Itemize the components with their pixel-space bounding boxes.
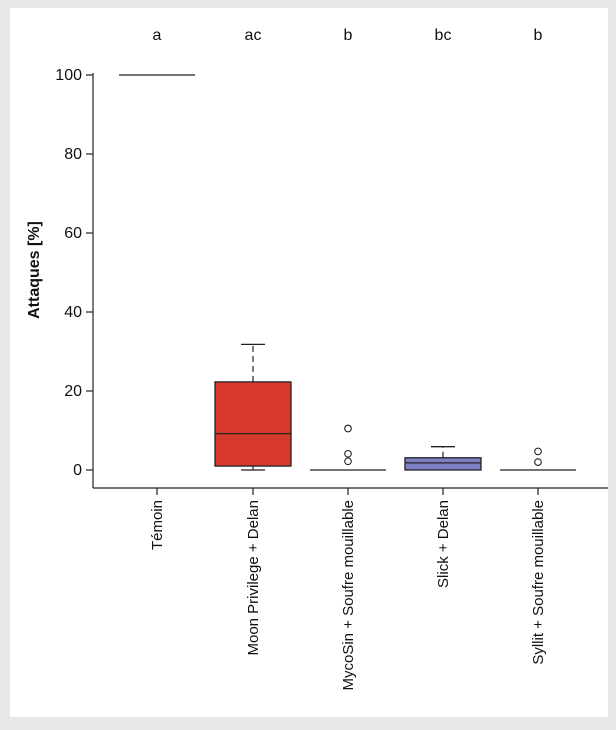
- boxes: [119, 74, 576, 471]
- group-letter: a: [153, 27, 162, 44]
- x-tick-label: Témoin: [149, 500, 166, 550]
- box-group: [500, 447, 576, 471]
- outlier-point: [344, 457, 352, 466]
- plot-background: [10, 8, 608, 717]
- y-tick-label: 100: [55, 67, 82, 84]
- outlier-point: [534, 447, 542, 456]
- box-group: [310, 424, 386, 471]
- x-tick-label: Slick + Delan: [435, 500, 452, 588]
- group-letter: bc: [435, 27, 452, 44]
- x-tick-label: Syllit + Soufre mouillable: [530, 500, 547, 665]
- y-tick-label: 0: [73, 462, 82, 479]
- group-letter: b: [534, 27, 543, 44]
- x-tick-label: MycoSin + Soufre mouillable: [340, 500, 357, 691]
- outlier-point: [344, 449, 352, 458]
- y-tick-label: 40: [64, 304, 82, 321]
- y-tick-label: 80: [64, 146, 82, 163]
- box-group: [404, 446, 482, 471]
- box-body: [404, 457, 482, 471]
- group-letter: b: [344, 27, 353, 44]
- group-letter: ac: [245, 27, 262, 44]
- box-group: [214, 343, 292, 471]
- x-tick-label: Moon Privilege + Delan: [245, 500, 262, 656]
- outlier-point: [344, 424, 352, 433]
- group-letters: a ac b bc b: [153, 27, 543, 44]
- y-tick-label: 20: [64, 383, 82, 400]
- outlier-point: [534, 458, 542, 466]
- y-axis-label: Attaques [%]: [26, 221, 43, 319]
- axes: 0 20 40 60 80 100 Témoin Moon Privilege + Delan…: [55, 67, 608, 691]
- y-tick-label: 60: [64, 225, 82, 242]
- box-body: [214, 381, 292, 467]
